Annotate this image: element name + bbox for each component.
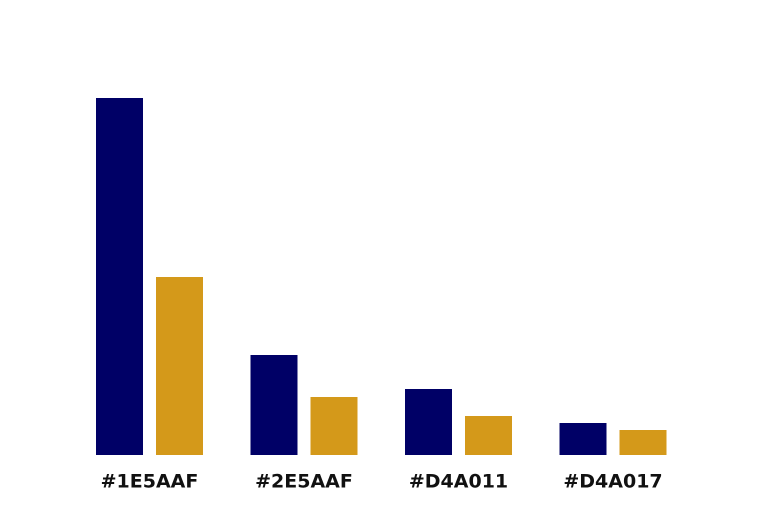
- bar: [156, 277, 203, 455]
- bar: [619, 430, 667, 455]
- bar: [310, 397, 358, 455]
- bar: [405, 389, 452, 455]
- x-tick-label: #D4A011: [409, 471, 508, 493]
- bar: [559, 423, 607, 455]
- bar: [96, 98, 143, 455]
- x-tick-label: #D4A017: [563, 471, 662, 493]
- x-tick-label: #1E5AAF: [101, 471, 199, 493]
- bar: [465, 416, 512, 455]
- bar: [250, 355, 298, 455]
- x-tick-label: #2E5AAF: [255, 471, 353, 493]
